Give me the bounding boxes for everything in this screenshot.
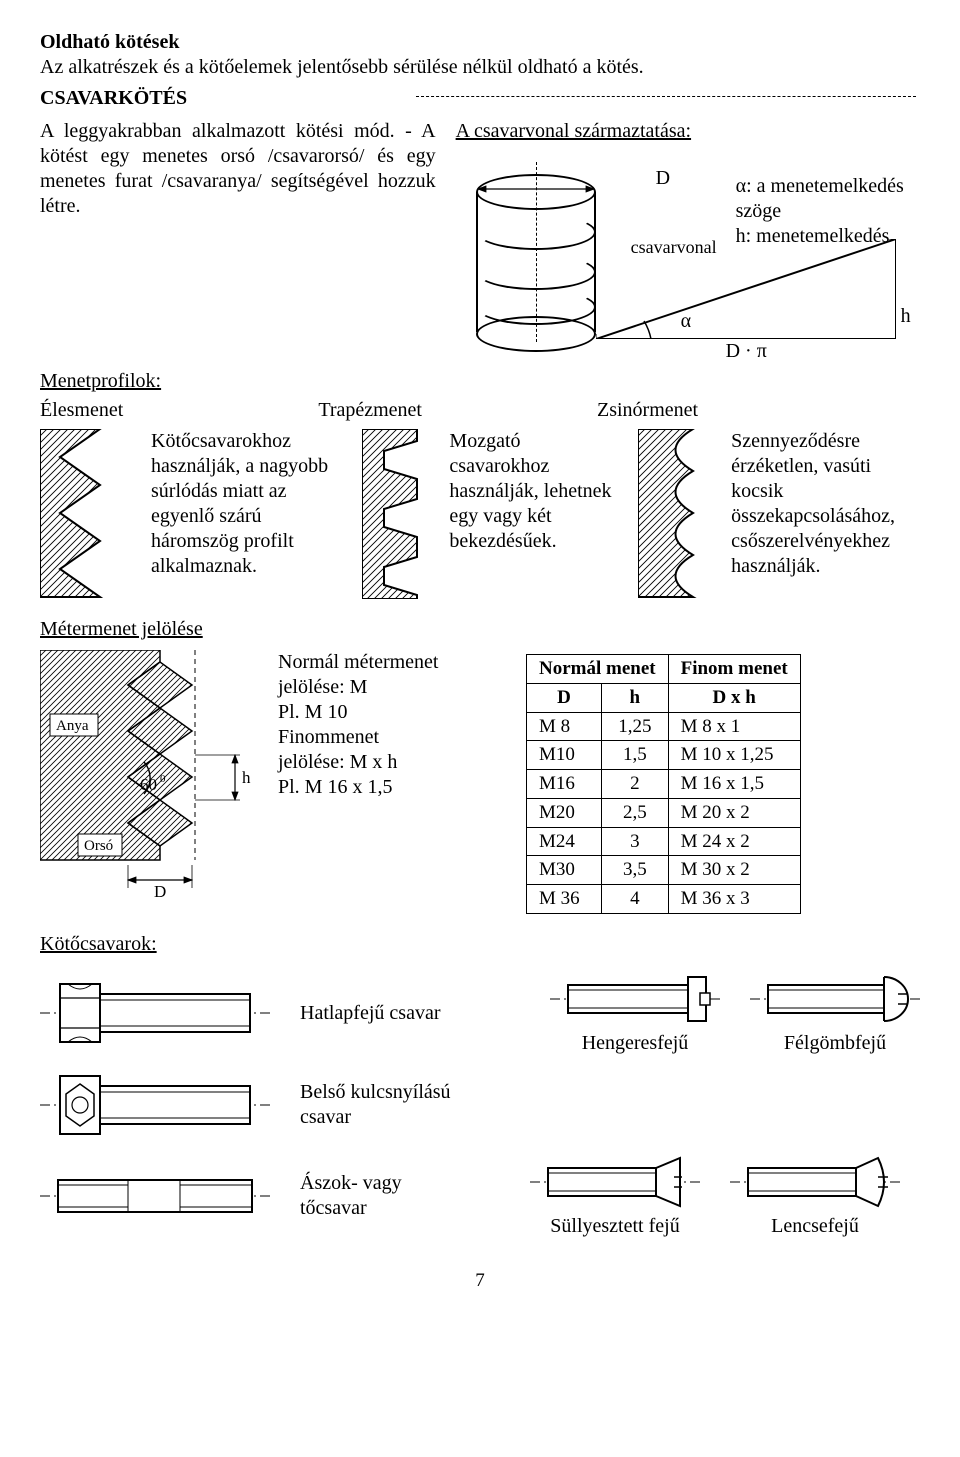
meter-D-label: D (154, 882, 166, 900)
table-row: M243M 24 x 2 (527, 827, 801, 856)
meter-heading: Métermenet jelölése (40, 617, 920, 642)
meter-desc-l4: Finommenet (278, 725, 508, 750)
lens-head-icon (730, 1154, 900, 1210)
intro-columns: A leggyakrabban alkalmazott kötési mód. … (40, 119, 920, 344)
meter-anya-label: Anya (56, 718, 89, 734)
cheese-head-label: Hengeresfejű (582, 1031, 689, 1056)
cheese-head-icon (550, 971, 720, 1027)
meter-desc-l3: Pl. M 10 (278, 700, 508, 725)
meter-diagram: h 60 0 Anya Orsó D (40, 650, 260, 907)
profile-3-desc: Szennyeződésre érzéketlen, vasúti kocsik… (731, 429, 920, 579)
table-row: M303,5M 30 x 2 (527, 856, 801, 885)
meter-desc-l6: Pl. M 16 x 1,5 (278, 775, 508, 800)
helix-legend: α: a menetemelkedés szöge h: menetemelke… (736, 174, 920, 249)
hex-bolt-icon (40, 978, 270, 1048)
th-finom: Finom menet (668, 655, 800, 684)
label-h: h (901, 304, 911, 329)
th-normal: Normál menet (527, 655, 669, 684)
th-h: h (602, 683, 669, 712)
profiles-section: Menetprofilok: Élesmenet Trapézmenet Zsi… (40, 369, 920, 599)
profile-2-desc: Mozgató csavarokhoz használják, lehetnek… (449, 429, 623, 554)
profile-1-title: Élesmenet (40, 398, 123, 423)
meter-desc-l5: jelölése: M x h (278, 750, 508, 775)
lens-head-label: Lencsefejű (771, 1214, 859, 1239)
stud-bolt-icon (40, 1168, 270, 1224)
profile-3-title: Zsinórmenet (597, 398, 698, 423)
profile-2-figure (362, 429, 434, 599)
page-number: 7 (40, 1269, 920, 1293)
profile-2-title: Trapézmenet (318, 398, 422, 423)
legend-alpha: α: a menetemelkedés szöge (736, 174, 920, 224)
profile-3-figure (638, 429, 716, 599)
helix-title: A csavarvonal származtatása: (456, 119, 920, 144)
table-row: M162M 16 x 1,5 (527, 770, 801, 799)
intro-left-text: A leggyakrabban alkalmazott kötési mód. … (40, 119, 436, 344)
label-alpha: α (681, 309, 691, 334)
hex-bolt-label: Hatlapfejű csavar (300, 1001, 440, 1026)
socket-bolt-icon (40, 1070, 270, 1140)
meter-description: Normál métermenet jelölése: M Pl. M 10 F… (278, 650, 508, 800)
screws-heading: Kötőcsavarok: (40, 932, 920, 957)
th-D: D (527, 683, 602, 712)
profiles-heading: Menetprofilok: (40, 369, 920, 394)
label-csavarvonal: csavarvonal (631, 236, 717, 259)
label-Dpi: D · π (726, 339, 767, 364)
profile-1-figure (40, 429, 136, 599)
thread-table: Normál menet Finom menet D h D x h M 81,… (526, 654, 801, 914)
legend-h: h: menetemelkedés (736, 224, 920, 249)
meter-h-label: h (242, 768, 251, 787)
intro-sentence: Az alkatrészek és a kötőelemek jelentőse… (40, 55, 920, 80)
profile-1-desc: Kötőcsavarokhoz használják, a nagyobb sú… (151, 429, 347, 579)
meter-orso-label: Orsó (84, 838, 113, 854)
heading-main: Oldható kötések (40, 30, 920, 55)
stud-bolt-label: Ászok- vagy tőcsavar (300, 1171, 460, 1221)
dome-head-icon (750, 971, 920, 1027)
table-row: M 364M 36 x 3 (527, 885, 801, 914)
countersunk-label: Süllyesztett fejű (550, 1214, 679, 1239)
th-Dxh: D x h (668, 683, 800, 712)
heading-csavarkotes: CSAVARKÖTÉS (40, 86, 920, 111)
meter-desc-l2: jelölése: M (278, 675, 508, 700)
meter-section: Métermenet jelölése (40, 617, 920, 914)
meter-desc-l1: Normál métermenet (278, 650, 508, 675)
helix-diagram-block: A csavarvonal származtatása: D cs (456, 119, 920, 344)
countersunk-icon (530, 1154, 700, 1210)
screws-section: Kötőcsavarok: Hatlapfejű csavar Hen (40, 932, 920, 1239)
svg-text:60: 60 (140, 775, 157, 794)
helix-diagram: D csavarvonal α D · π h α: a menetemelke… (456, 144, 920, 344)
svg-text:0: 0 (160, 773, 166, 785)
table-row: M101,5M 10 x 1,25 (527, 741, 801, 770)
socket-bolt-label: Belső kulcsnyílású csavar (300, 1080, 460, 1130)
table-row: M 81,25M 8 x 1 (527, 712, 801, 741)
table-row: M202,5M 20 x 2 (527, 798, 801, 827)
dome-head-label: Félgömbfejű (784, 1031, 886, 1056)
d-dimension (476, 182, 596, 196)
label-D: D (656, 166, 670, 191)
